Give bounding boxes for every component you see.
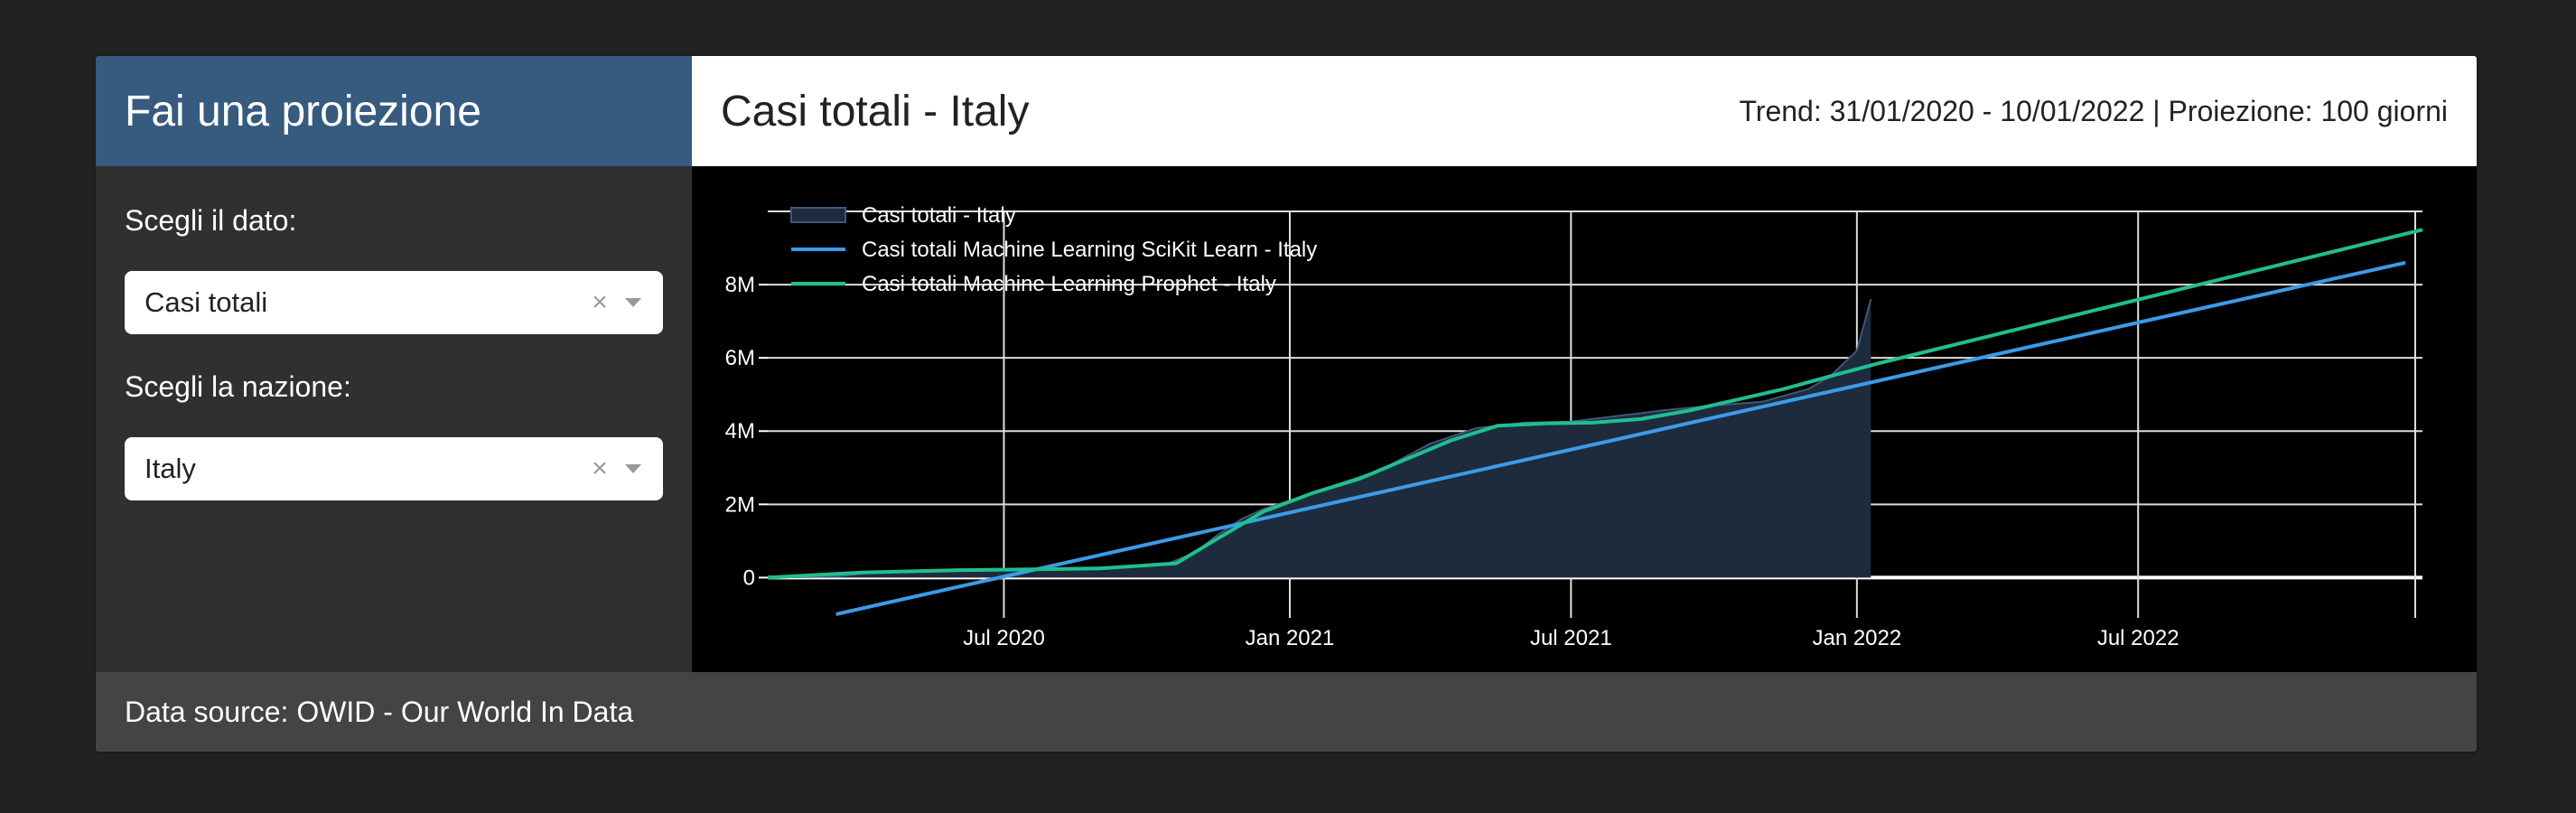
chart-title: Casi totali - Italy bbox=[721, 87, 1030, 136]
chevron-down-icon[interactable] bbox=[625, 298, 641, 307]
x-tick-label: Jan 2022 bbox=[1812, 626, 1901, 650]
sidebar-title: Fai una proiezione bbox=[96, 56, 692, 166]
x-tick-label: Jul 2022 bbox=[2097, 626, 2179, 650]
data-source-footer: Data source: OWID - Our World In Data bbox=[96, 672, 2477, 752]
country-select-value: Italy bbox=[145, 453, 196, 484]
y-tick-label: 6M bbox=[725, 346, 755, 370]
data-select[interactable]: Casi totali × bbox=[125, 271, 663, 334]
clear-icon[interactable]: × bbox=[592, 287, 608, 317]
country-select[interactable]: Italy × bbox=[125, 437, 663, 500]
projection-chart[interactable]: 0 2M 4M 6M 8M Jul 2020 Jan 2021 Jul 2021 Jan 202… bbox=[692, 166, 2477, 672]
y-tick-label: 8M bbox=[725, 273, 755, 297]
legend-label: Casi totali - Italy bbox=[862, 203, 1016, 228]
x-tick-label: Jul 2021 bbox=[1530, 626, 1612, 650]
chart-area[interactable]: 0 2M 4M 6M 8M Jul 2020 Jan 2021 Jul 2021 Jan 202… bbox=[692, 166, 2477, 672]
data-select-label: Scegli il dato: bbox=[125, 204, 297, 237]
y-tick-label: 2M bbox=[725, 492, 755, 517]
legend-swatch-casi-totali bbox=[790, 207, 846, 223]
clear-icon[interactable]: × bbox=[592, 453, 608, 483]
country-select-label: Scegli la nazione: bbox=[125, 370, 351, 403]
x-tick-label: Jan 2021 bbox=[1246, 626, 1335, 650]
chevron-down-icon[interactable] bbox=[625, 464, 641, 473]
x-tick-label: Jul 2020 bbox=[963, 626, 1045, 650]
y-tick-label: 4M bbox=[725, 419, 755, 444]
projection-card: Fai una proiezione Scegli il dato: Casi … bbox=[96, 56, 2477, 752]
trend-info: Trend: 31/01/2020 - 10/01/2022 | Proiezi… bbox=[1739, 94, 2448, 127]
series-line-sklearn bbox=[835, 260, 2406, 616]
legend-label: Casi totali Machine Learning SciKit Lear… bbox=[862, 238, 1317, 262]
chart-header: Casi totali - Italy Trend: 31/01/2020 - … bbox=[692, 56, 2477, 166]
legend-label: Casi totali Machine Learning Prophet - I… bbox=[862, 272, 1276, 296]
data-select-value: Casi totali bbox=[145, 286, 268, 318]
y-tick-label: 0 bbox=[743, 565, 755, 590]
series-line-prophet bbox=[767, 228, 2423, 580]
series-area-casi-totali bbox=[768, 299, 1871, 578]
sidebar: Scegli il dato: Casi totali × Scegli la … bbox=[96, 166, 692, 672]
